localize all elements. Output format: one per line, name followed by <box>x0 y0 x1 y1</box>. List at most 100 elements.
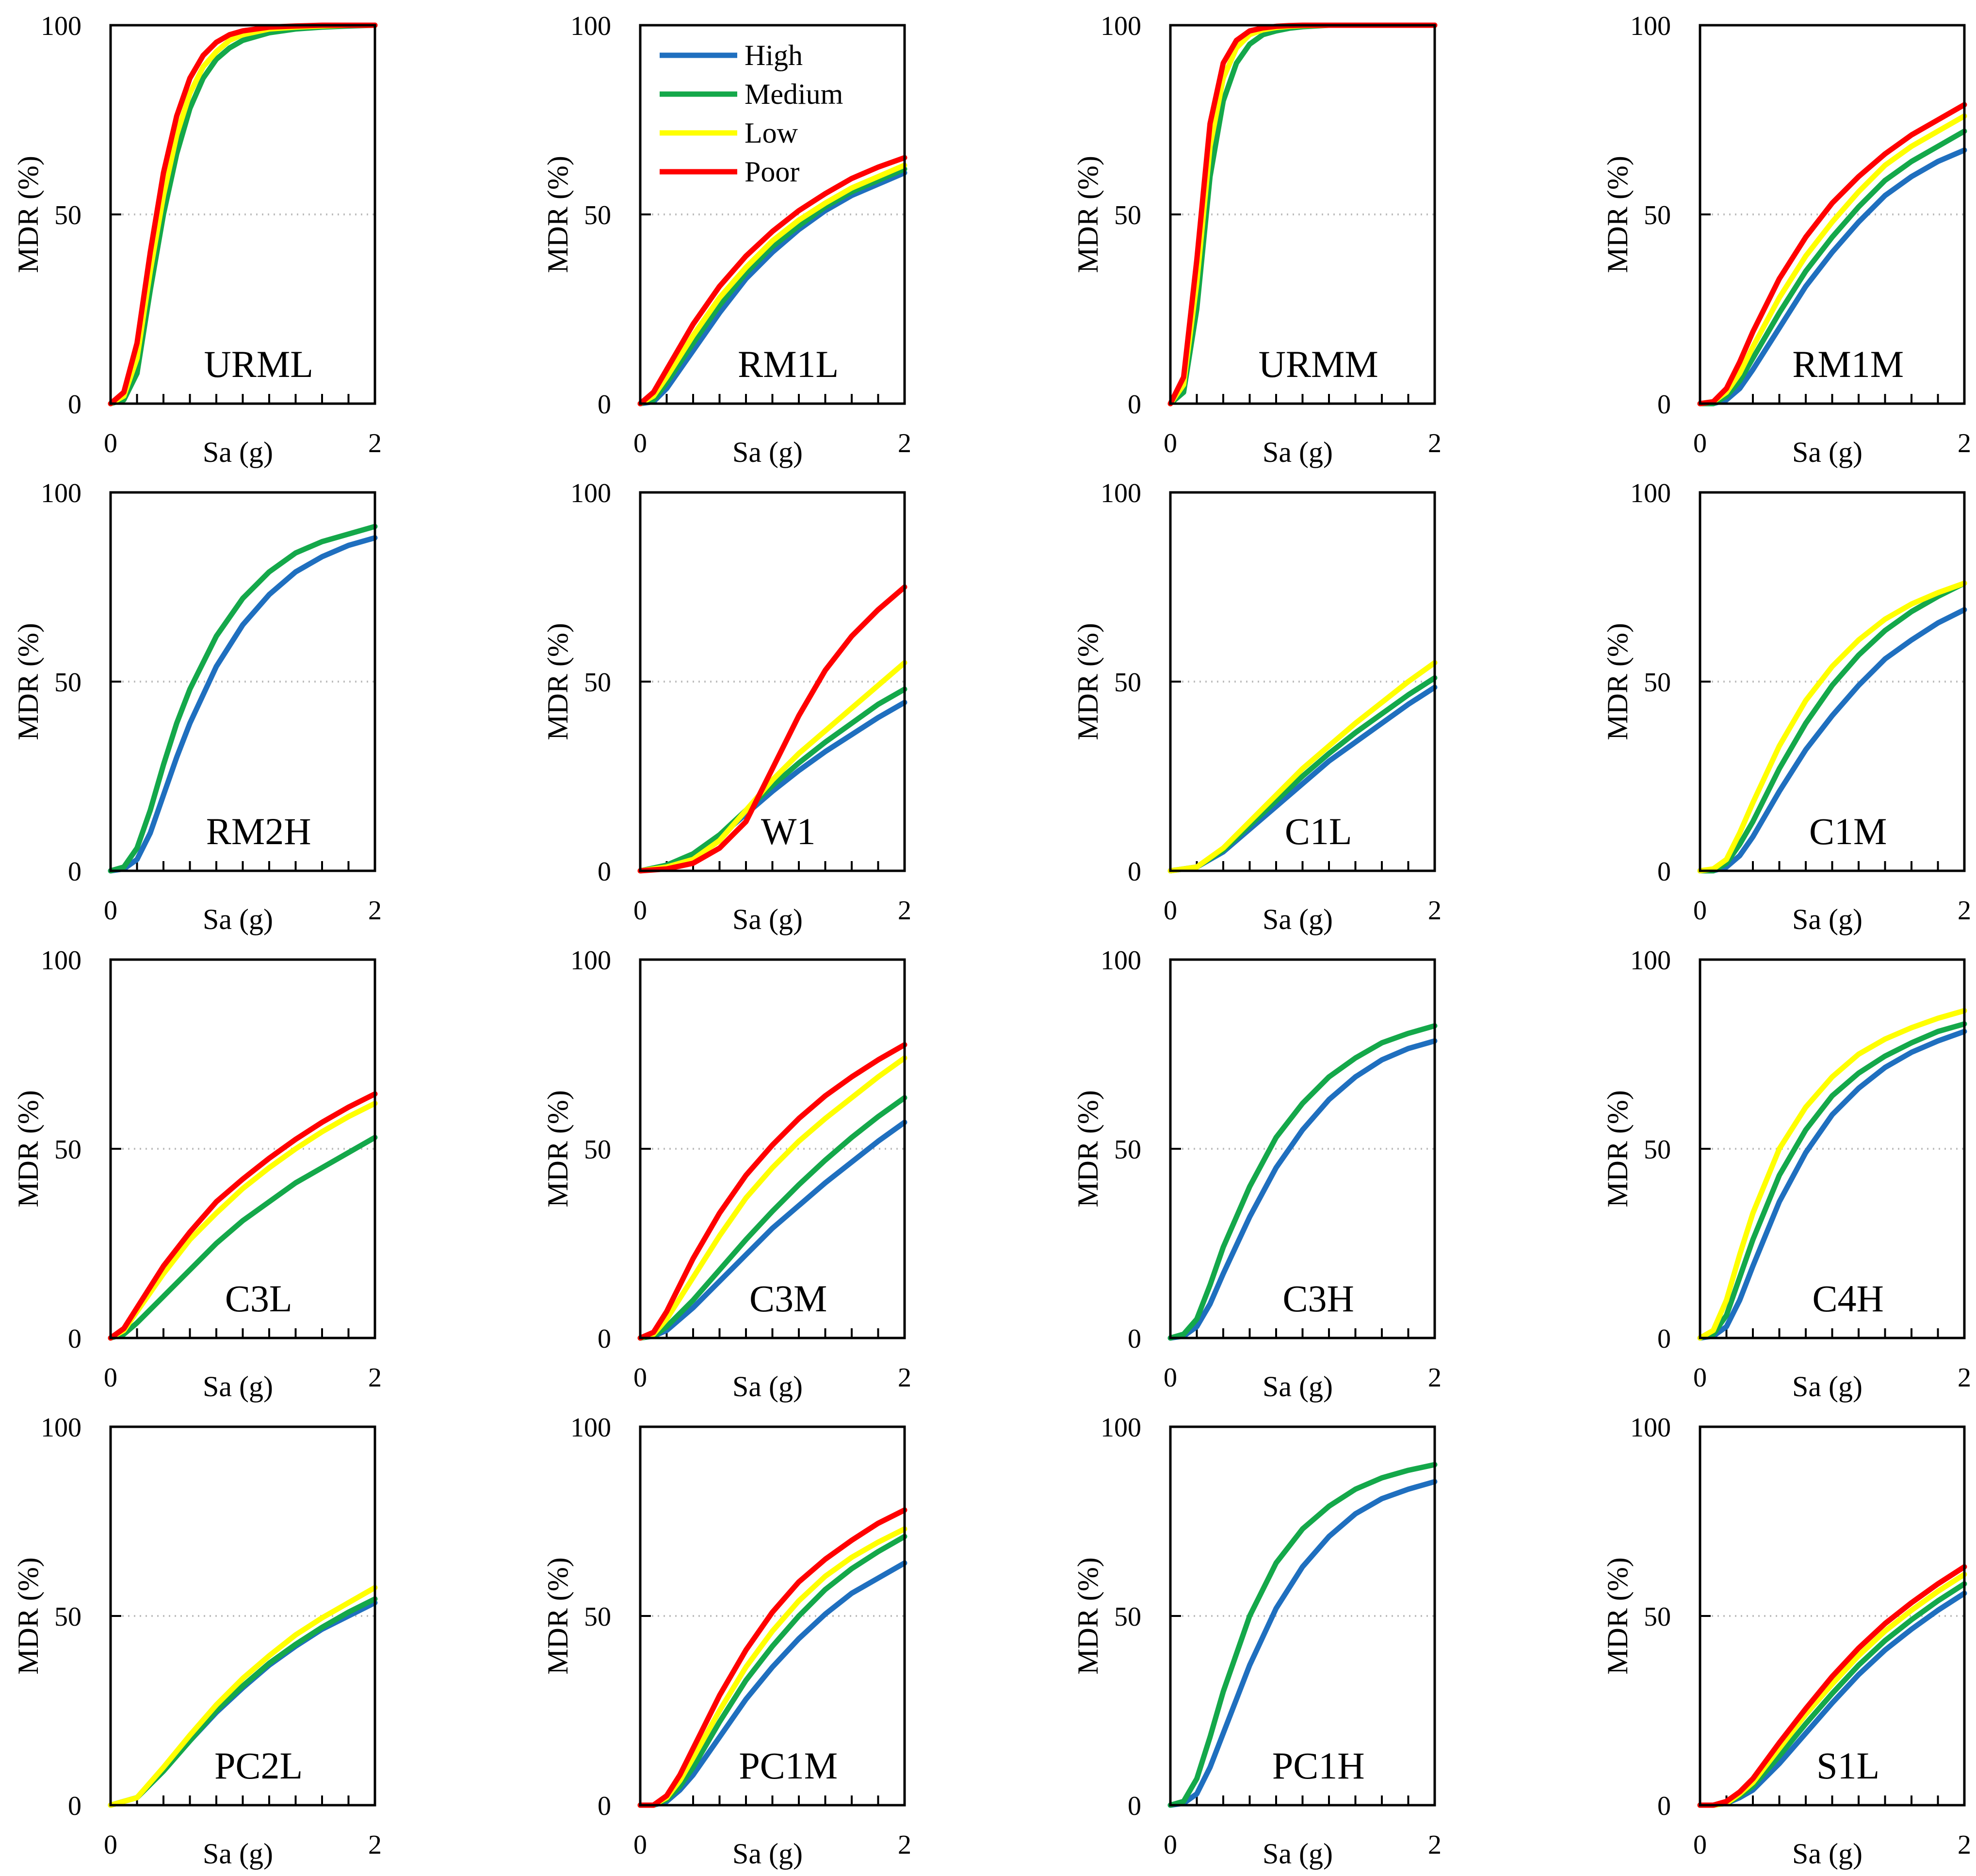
x-tick-label: 2 <box>898 1363 911 1393</box>
y-axis-title: MDR (%) <box>1602 623 1634 740</box>
panel-label: PC1M <box>739 1745 838 1787</box>
y-axis-title: MDR (%) <box>542 623 574 740</box>
y-tick-label: 100 <box>1630 1413 1671 1443</box>
y-tick-label: 100 <box>1101 946 1141 976</box>
series-line-high <box>1167 1479 1438 1808</box>
x-axis-title: Sa (g) <box>1792 436 1863 468</box>
plot-frame <box>1699 491 1966 872</box>
panel-rm1l: 0 50 100 0 2 Sa (g) MDR (%) RM1L High Medium Low Po… <box>542 11 911 468</box>
y-tick-label: 50 <box>54 1602 81 1632</box>
y-axis-title: MDR (%) <box>1602 1090 1634 1207</box>
series-line-high <box>1167 1038 1438 1341</box>
panel-label: RM1L <box>738 343 839 385</box>
series-line-high <box>108 535 378 874</box>
y-tick-label: 50 <box>1114 200 1141 230</box>
x-tick-label: 2 <box>898 1830 911 1860</box>
x-tick-label: 2 <box>368 1363 382 1393</box>
x-tick-label: 2 <box>368 428 382 458</box>
x-tick-label: 0 <box>1164 1830 1177 1860</box>
y-tick-label: 0 <box>1657 390 1671 420</box>
panel-c3l: 0 50 100 0 2 Sa (g) MDR (%) C3L <box>12 946 382 1403</box>
y-tick-label: 50 <box>1644 1602 1671 1632</box>
x-tick-label: 2 <box>368 896 382 926</box>
series-line-medium <box>1697 128 1967 407</box>
y-tick-label: 0 <box>68 1324 81 1354</box>
y-tick-label: 50 <box>54 200 81 230</box>
series-line-poor <box>108 1091 378 1341</box>
y-axis-title: MDR (%) <box>12 1090 44 1207</box>
series-line-low <box>108 1585 378 1808</box>
plot-frame <box>639 24 906 405</box>
series-line-medium <box>1697 580 1967 874</box>
y-tick-label: 100 <box>570 1413 611 1443</box>
y-axis-title: MDR (%) <box>1072 1090 1104 1207</box>
y-tick-label: 50 <box>1644 668 1671 698</box>
x-axis-title: Sa (g) <box>203 903 273 935</box>
x-tick-label: 0 <box>104 1830 117 1860</box>
x-tick-label: 2 <box>1428 1830 1442 1860</box>
y-tick-label: 0 <box>1657 857 1671 887</box>
series-line-poor <box>1697 1564 1967 1808</box>
panel-label: C3M <box>749 1277 827 1320</box>
x-axis-title: Sa (g) <box>1263 1370 1333 1403</box>
series-line-high <box>1697 1028 1967 1341</box>
panel-label: URML <box>204 343 313 385</box>
y-tick-label: 100 <box>41 11 81 41</box>
y-tick-label: 100 <box>570 946 611 976</box>
y-tick-label: 50 <box>1644 1135 1671 1165</box>
series-line-medium <box>637 1095 907 1341</box>
series-line-poor <box>637 1507 907 1808</box>
x-axis-title: Sa (g) <box>203 1838 273 1870</box>
panel-s1l: 0 50 100 0 2 Sa (g) MDR (%) S1L <box>1602 1413 1971 1870</box>
y-tick-label: 100 <box>570 11 611 41</box>
y-tick-label: 50 <box>584 1602 611 1632</box>
x-axis-title: Sa (g) <box>1792 903 1863 935</box>
series-line-poor <box>637 1042 907 1341</box>
panel-label: S1L <box>1816 1745 1879 1787</box>
y-tick-label: 0 <box>1657 1324 1671 1354</box>
plot-frame <box>109 958 376 1339</box>
x-tick-label: 2 <box>1428 1363 1442 1393</box>
y-axis-title: MDR (%) <box>12 623 44 740</box>
panel-c1m: 0 50 100 0 2 Sa (g) MDR (%) C1M <box>1602 478 1971 935</box>
legend: High Medium Low Poor <box>660 39 843 188</box>
y-tick-label: 0 <box>598 1324 611 1354</box>
panel-label: C1L <box>1285 810 1352 852</box>
x-axis-title: Sa (g) <box>732 903 803 935</box>
y-axis-title: MDR (%) <box>1072 156 1104 273</box>
x-tick-label: 0 <box>1693 1830 1707 1860</box>
series-line-poor <box>1697 102 1967 407</box>
y-tick-label: 0 <box>1128 1324 1141 1354</box>
x-tick-label: 0 <box>1164 428 1177 458</box>
y-tick-label: 50 <box>1644 200 1671 230</box>
series-line-low <box>637 660 907 874</box>
y-tick-label: 100 <box>1630 946 1671 976</box>
y-tick-label: 50 <box>54 1135 81 1165</box>
y-axis-title: MDR (%) <box>542 1557 574 1675</box>
plot-frame <box>109 1425 376 1807</box>
y-axis-title: MDR (%) <box>12 156 44 273</box>
panel-label: C4H <box>1813 1277 1884 1320</box>
y-tick-label: 50 <box>584 668 611 698</box>
series-line-medium <box>1697 1021 1967 1341</box>
x-tick-label: 2 <box>1958 428 1971 458</box>
panel-label: RM1M <box>1792 343 1904 385</box>
plot-frame <box>639 491 906 872</box>
y-tick-label: 100 <box>1630 11 1671 41</box>
x-tick-label: 0 <box>1164 1363 1177 1393</box>
panel-c4h: 0 50 100 0 2 Sa (g) MDR (%) C4H <box>1602 946 1971 1403</box>
series-line-low <box>1697 1008 1967 1341</box>
x-tick-label: 2 <box>898 428 911 458</box>
x-tick-label: 0 <box>1693 428 1707 458</box>
plot-frame <box>1699 24 1966 405</box>
x-tick-label: 0 <box>104 1363 117 1393</box>
x-tick-label: 2 <box>1958 1363 1971 1393</box>
plot-frame <box>109 24 376 405</box>
y-tick-label: 0 <box>598 390 611 420</box>
x-axis-title: Sa (g) <box>732 1838 803 1870</box>
series-line-medium <box>108 523 378 874</box>
x-tick-label: 0 <box>633 896 647 926</box>
panel-c3h: 0 50 100 0 2 Sa (g) MDR (%) C3H <box>1072 946 1442 1403</box>
series-line-poor <box>637 584 907 874</box>
